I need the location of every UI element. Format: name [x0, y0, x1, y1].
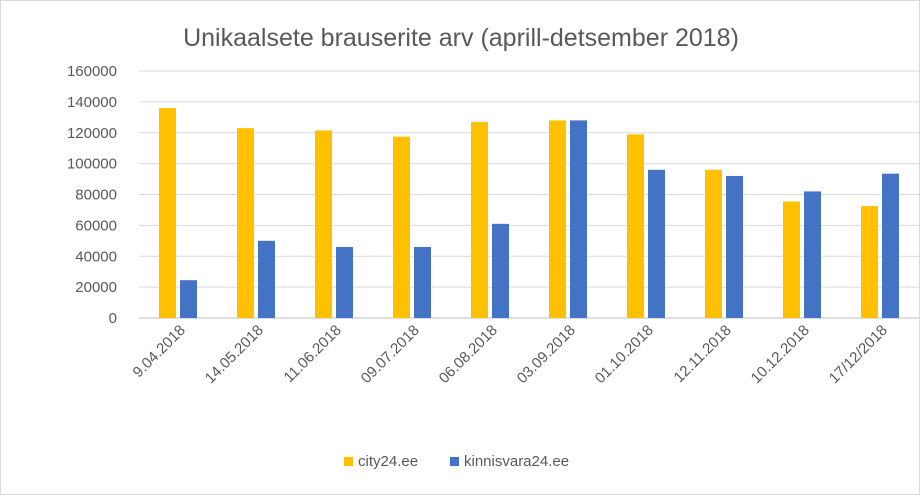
- bar-kinnisvara24: [882, 173, 899, 318]
- x-tick-label: 09.07.2018: [358, 322, 423, 387]
- legend-swatch: [344, 457, 353, 466]
- y-tick-label: 0: [109, 310, 117, 327]
- bar-kinnisvara24: [336, 246, 353, 318]
- x-axis-ticks: 9.04.2018 14.05.2018 11.06.2018 09.07.2018 0…: [130, 322, 891, 387]
- bar-kinnisvara24: [726, 175, 743, 318]
- y-tick-label: 20000: [75, 279, 117, 296]
- y-tick-label: 60000: [75, 217, 117, 234]
- bar-city24: [627, 134, 644, 318]
- bar-kinnisvara24: [570, 120, 587, 319]
- y-tick-label: 160000: [67, 63, 117, 80]
- bar-city24: [549, 120, 566, 319]
- x-tick-label: 17/12/2018: [826, 322, 891, 387]
- legend-label: kinnisvara24.ee: [464, 453, 569, 470]
- x-tick-label: 12.11.2018: [671, 322, 735, 386]
- bar-city24: [393, 136, 410, 318]
- legend: city24.ee kinnisvara24.ee: [344, 453, 569, 470]
- bar-kinnisvara24: [258, 240, 275, 318]
- bar-city24: [705, 169, 722, 318]
- bar-city24: [315, 130, 332, 318]
- x-tick-label: 03.09.2018: [514, 322, 579, 387]
- x-tick-label: 11.06.2018: [281, 322, 345, 386]
- bar-city24: [237, 128, 254, 318]
- bar-city24: [861, 206, 878, 318]
- chart-title: Unikaalsete brauserite arv (aprill-detse…: [183, 24, 739, 52]
- y-tick-label: 40000: [75, 248, 117, 265]
- y-tick-label: 80000: [75, 187, 117, 204]
- legend-label: city24.ee: [358, 453, 418, 470]
- x-tick-label: 06.08.2018: [436, 322, 501, 387]
- x-tick-label: 14.05.2018: [202, 322, 267, 387]
- x-tick-label: 01.10.2018: [592, 322, 657, 387]
- bar-city24: [159, 108, 176, 318]
- bar-city24: [783, 201, 800, 318]
- legend-swatch: [450, 457, 459, 466]
- bars: [159, 108, 899, 319]
- y-tick-label: 140000: [67, 94, 117, 111]
- x-tick-label: 10.12.2018: [748, 322, 813, 387]
- bar-city24: [471, 121, 488, 318]
- y-tick-label: 100000: [67, 156, 117, 173]
- bar-kinnisvara24: [180, 280, 197, 318]
- bar-kinnisvara24: [648, 169, 665, 318]
- y-axis-ticks: 0 20000 40000 60000 80000 100000 120000 140000 1…: [67, 63, 117, 327]
- x-tick-label: 9.04.2018: [130, 322, 189, 381]
- bar-kinnisvara24: [414, 246, 431, 318]
- gridlines: [139, 70, 919, 319]
- bar-kinnisvara24: [492, 223, 509, 318]
- y-tick-label: 120000: [67, 125, 117, 142]
- bar-kinnisvara24: [804, 191, 821, 318]
